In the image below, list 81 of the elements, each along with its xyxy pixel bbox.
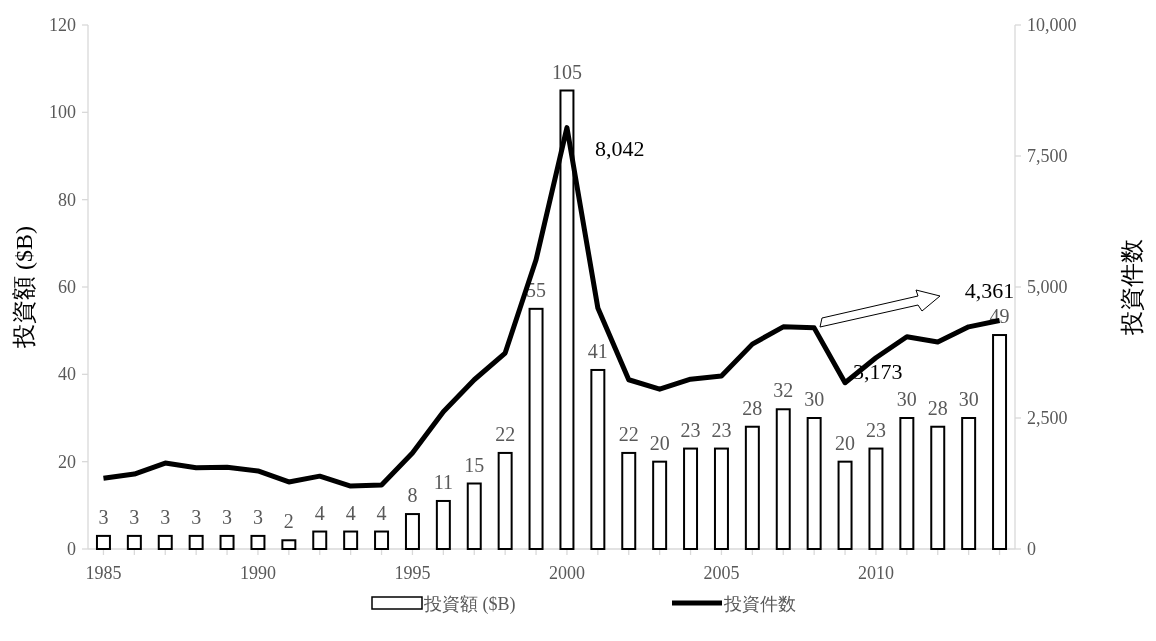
bar [435,499,451,550]
bar [775,408,791,550]
data-label: 4 [314,501,325,524]
data-label: 3 [252,505,263,528]
bar [683,447,699,550]
data-label: 30 [958,388,979,410]
bar [250,534,266,550]
y2-tick-label: 2,500 [1027,408,1068,428]
data-label: 3 [160,505,171,528]
y2-tick-label: 7,500 [1027,146,1068,166]
data-label: 23 [711,418,732,441]
y2-tick-label: 5,000 [1027,277,1068,297]
data-label: 32 [773,379,794,402]
bar [621,451,637,550]
data-label: 41 [587,339,608,362]
y-tick-label: 0 [67,539,76,559]
bar [374,530,390,550]
bar [157,534,173,550]
bar [899,417,915,550]
data-label: 11 [433,470,453,493]
data-label: 28 [927,396,948,419]
data-label: 28 [742,396,763,419]
bar [95,534,111,550]
data-label: 8,042 [594,135,645,161]
data-label: 4,361 [964,278,1015,304]
bar [590,368,606,550]
bar [281,539,297,550]
y-axis-title: 投資額 ($B) [11,226,37,349]
data-label: 23 [680,418,701,441]
y2-axis-title: 投資件数 [1119,239,1145,336]
y-tick-label: 60 [58,277,76,297]
bar [312,530,328,550]
bar [837,460,853,550]
x-tick-label: 1995 [394,563,431,583]
x-tick-label: 2010 [857,563,894,583]
data-label: 3 [222,505,233,528]
y-tick-label: 40 [58,364,76,385]
y2-tick-label: 10,000 [1027,15,1077,35]
data-label: 30 [804,388,825,410]
data-label: 30 [896,388,917,410]
bar [528,307,544,550]
data-label: 22 [495,422,516,445]
legend-label: 投資件数 [723,594,796,614]
x-tick-label: 2005 [703,563,740,583]
data-label: 2 [283,510,294,533]
y2-tick-label: 0 [1027,539,1036,559]
bar [466,482,482,550]
bar [343,530,359,550]
data-label: 8 [407,484,418,507]
bar [713,447,729,550]
data-label: 22 [618,422,639,445]
bar [188,534,204,550]
data-label: 20 [649,431,670,454]
data-label: 4 [376,501,387,524]
bar [652,460,668,550]
bar [806,417,822,550]
y-tick-label: 80 [58,189,76,210]
bar [126,534,142,550]
x-tick-label: 1985 [85,563,122,583]
y-tick-label: 120 [49,15,76,35]
bar [744,425,760,550]
data-label: 105 [551,60,582,83]
bar [219,534,235,550]
data-label: 3 [191,505,202,528]
legend-label: 投資額 ($B) [423,594,516,615]
data-label: 23 [865,418,886,441]
y-tick-label: 100 [49,102,76,123]
bar [961,417,977,550]
x-tick-label: 2000 [548,563,585,583]
bar [992,334,1008,550]
data-label: 3 [98,505,109,528]
data-label: 3 [129,505,140,528]
bar [404,513,420,550]
y-tick-label: 20 [58,451,76,472]
x-tick-label: 1990 [239,563,276,583]
data-label: 20 [835,431,856,454]
data-label: 15 [464,453,485,476]
bar [930,425,946,550]
bar [497,451,513,550]
bar [868,447,884,550]
data-label: 4 [345,501,356,524]
